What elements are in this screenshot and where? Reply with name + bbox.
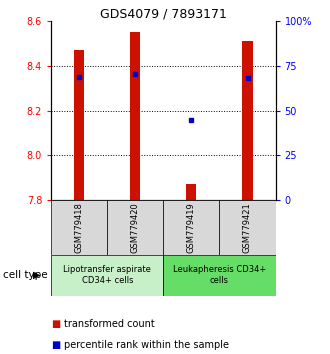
Text: Leukapheresis CD34+
cells: Leukapheresis CD34+ cells [173,265,266,285]
Text: ▶: ▶ [33,270,41,280]
Bar [186,184,196,200]
Text: percentile rank within the sample: percentile rank within the sample [64,340,229,350]
Bar [219,200,276,255]
Text: ■: ■ [51,319,60,329]
Bar [243,41,252,200]
Bar [74,50,84,200]
Text: Lipotransfer aspirate
CD34+ cells: Lipotransfer aspirate CD34+ cells [63,265,151,285]
Bar [51,200,107,255]
Text: GSM779421: GSM779421 [243,202,252,253]
Bar [163,200,219,255]
Bar [51,255,163,296]
Bar [130,33,140,200]
Text: cell type: cell type [3,270,48,280]
Bar [107,200,163,255]
Bar [163,255,276,296]
Text: GSM779419: GSM779419 [187,202,196,253]
Text: ■: ■ [51,340,60,350]
Title: GDS4079 / 7893171: GDS4079 / 7893171 [100,7,227,20]
Text: GSM779418: GSM779418 [75,202,84,253]
Text: transformed count: transformed count [64,319,155,329]
Text: GSM779420: GSM779420 [131,202,140,253]
